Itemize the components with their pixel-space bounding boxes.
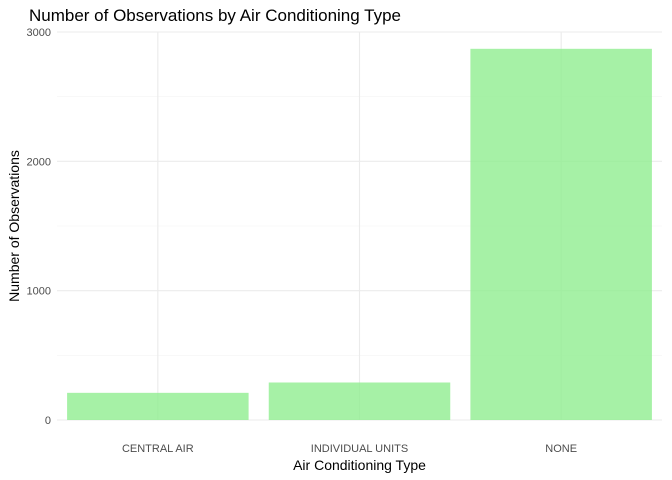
x-axis-title: Air Conditioning Type <box>293 457 426 473</box>
bar-none <box>470 48 652 421</box>
y-axis-title: Number of Observations <box>6 150 22 302</box>
x-tick-label: CENTRAL AIR <box>122 443 194 455</box>
y-tick-label: 2000 <box>27 156 51 168</box>
chart-title: Number of Observations by Air Conditioni… <box>29 6 401 25</box>
x-tick-label: INDIVIDUAL UNITS <box>311 443 408 455</box>
bar-individual-units <box>268 382 451 420</box>
y-axis-ticks: 0 1000 2000 3000 <box>27 27 51 427</box>
x-axis-ticks: CENTRAL AIR INDIVIDUAL UNITS NONE <box>122 443 577 455</box>
y-tick-label: 0 <box>45 415 51 427</box>
bar-central-air <box>67 392 249 420</box>
y-tick-label: 1000 <box>27 286 51 298</box>
y-tick-label: 3000 <box>27 27 51 39</box>
bars <box>67 48 652 421</box>
x-tick-label: NONE <box>545 443 577 455</box>
